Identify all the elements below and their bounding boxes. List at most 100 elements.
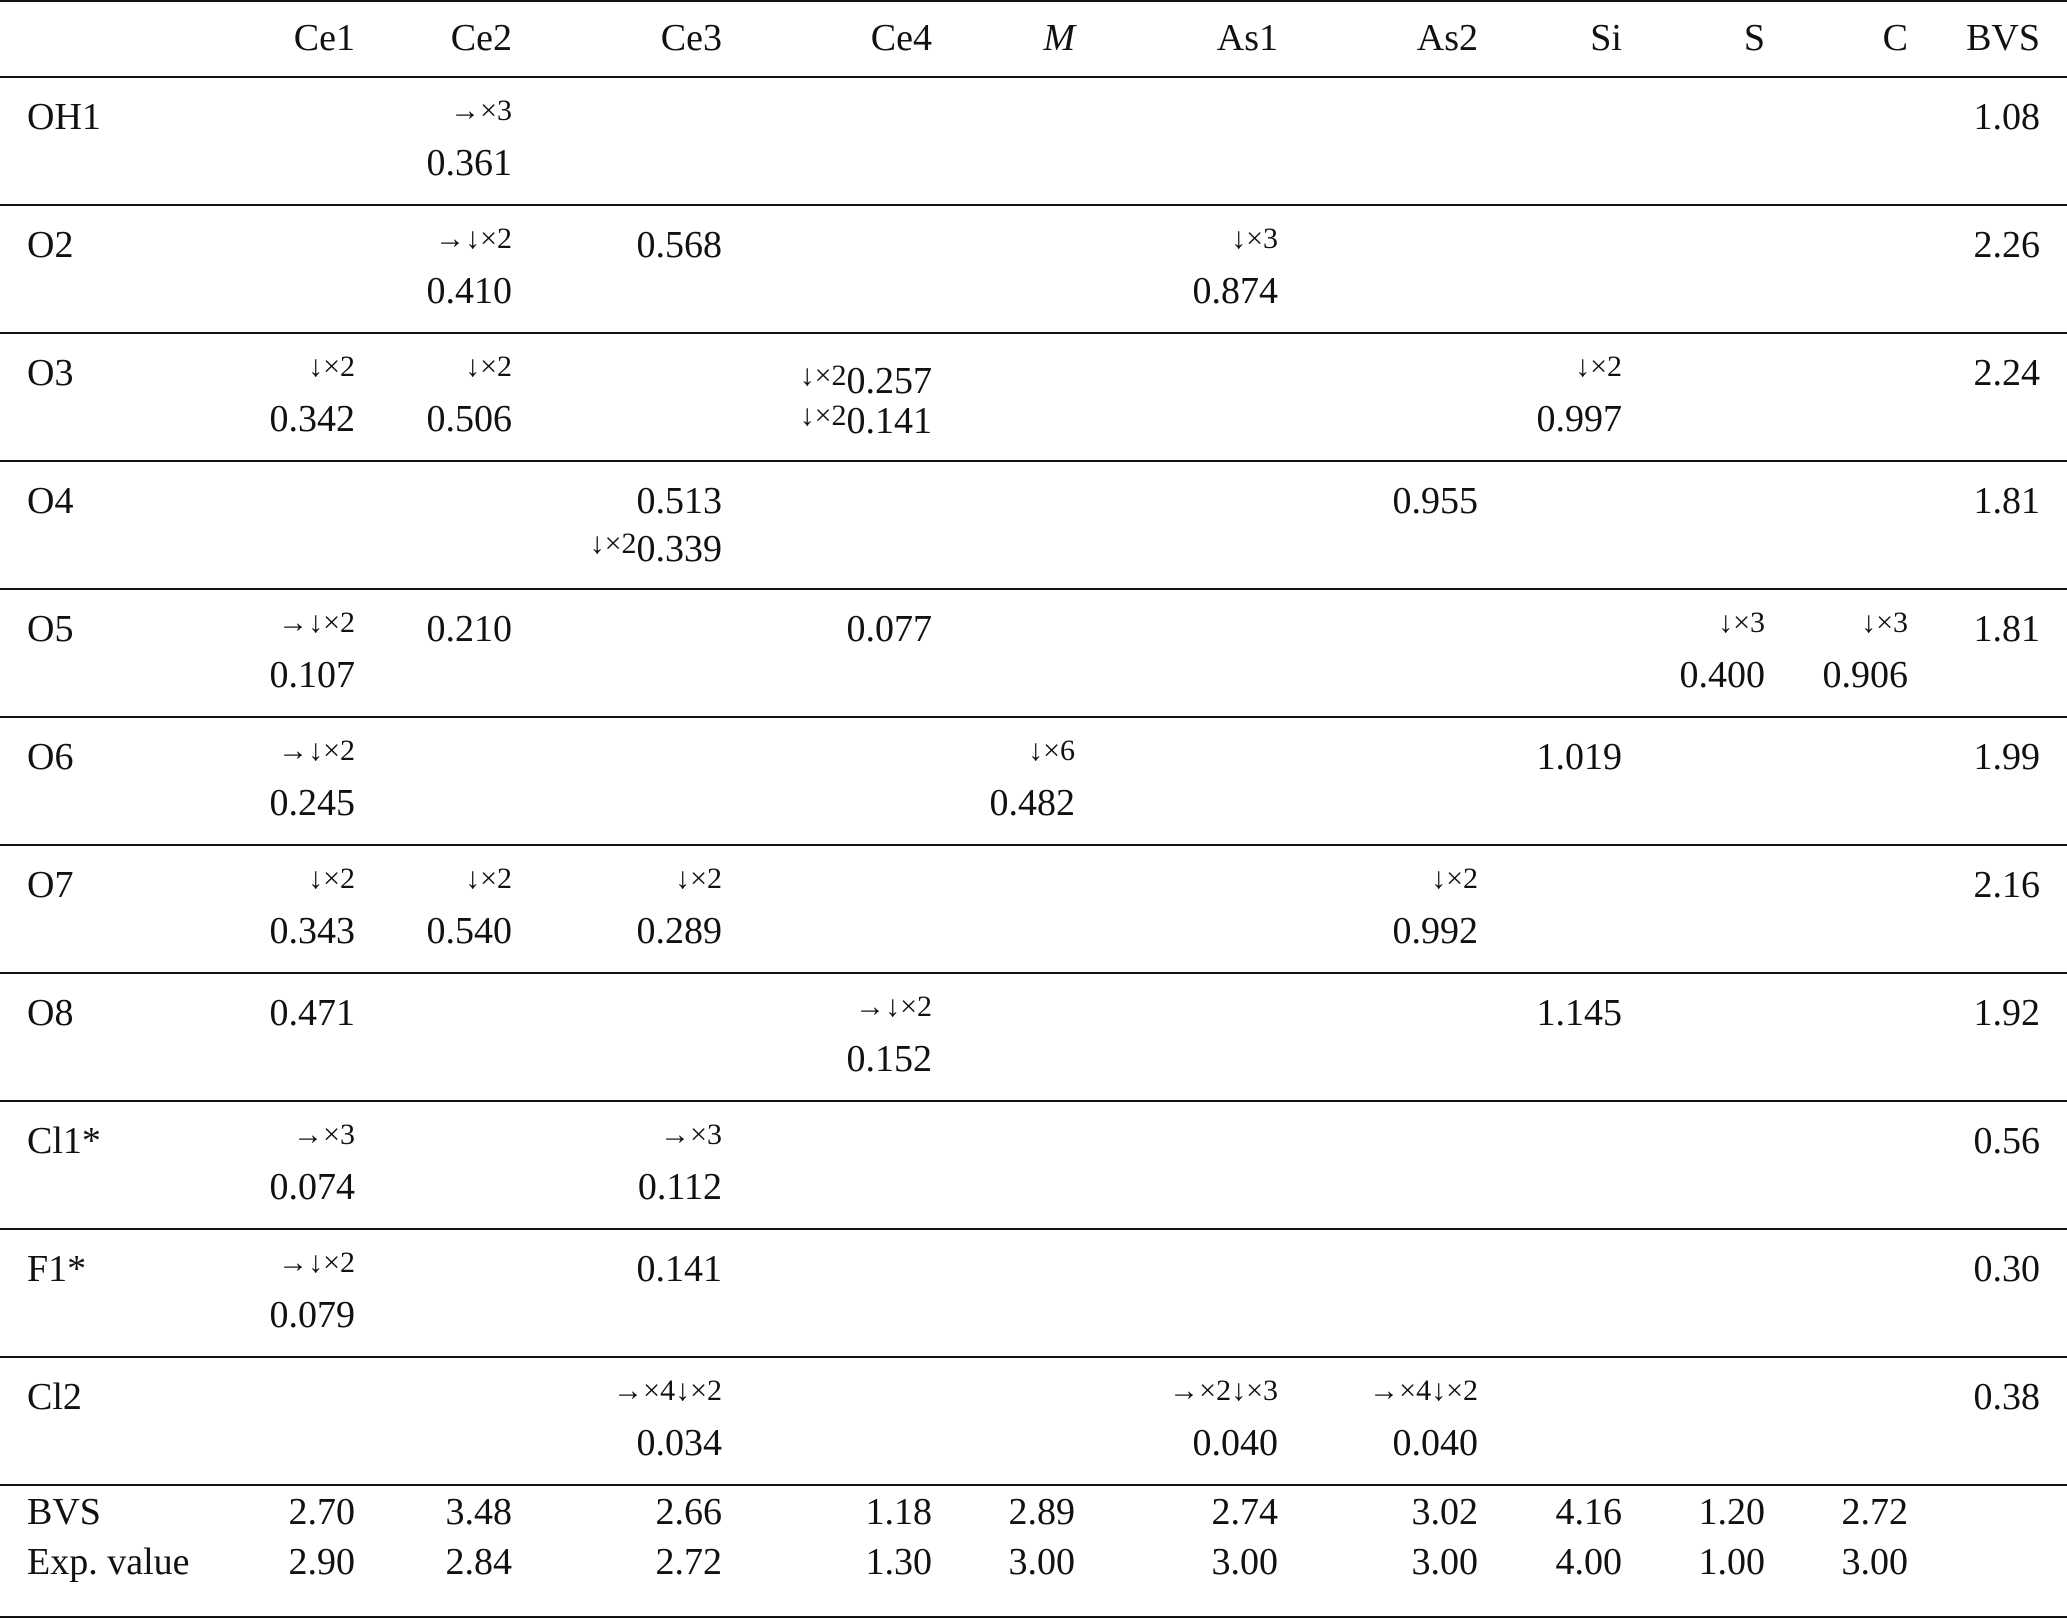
footer-bvs-value: 1.18 [865, 1491, 933, 1533]
row-label: O8 [27, 992, 74, 1034]
row-bvs-sum: 0.38 [1973, 1376, 2041, 1418]
multiplicity-marker: →↓×2 [435, 222, 512, 255]
bond-valence-value: 0.339 [636, 528, 723, 570]
row-label: Cl2 [27, 1376, 82, 1418]
bond-valence-value: 0.074 [269, 1166, 356, 1208]
footer-exp-value: 3.00 [1008, 1541, 1076, 1583]
row-label: O5 [27, 608, 74, 650]
bond-valence-value: 0.034 [636, 1422, 723, 1464]
row-bvs-sum: 1.92 [1973, 992, 2041, 1034]
multiplicity-marker: ↓×2 [308, 862, 355, 895]
multiplicity-marker: →×3 [450, 94, 512, 127]
header-rule [0, 76, 2067, 78]
column-header-ce3: Ce3 [660, 17, 722, 59]
row-bvs-sum: 0.56 [1973, 1120, 2041, 1162]
column-header-ce2: Ce2 [450, 17, 512, 59]
row-bvs-sum: 0.30 [1973, 1248, 2041, 1290]
bond-valence-value: 0.568 [636, 224, 723, 266]
multiplicity-marker: ↓×2 [675, 862, 722, 895]
multiplicity-marker: ↓×2 [799, 399, 847, 432]
row-rule [0, 716, 2067, 718]
multiplicity-marker: →×3 [660, 1118, 722, 1151]
footer-bvs-value: 2.74 [1211, 1491, 1279, 1533]
multiplicity-marker: ↓×2 [1431, 862, 1478, 895]
bond-valence-cell-ce4: ↓×20.141 [800, 399, 932, 446]
column-header-si: Si [1590, 17, 1622, 59]
multiplicity-marker: ↓×3 [1231, 222, 1278, 255]
multiplicity-marker: ↓×6 [1028, 734, 1075, 767]
footer-bvs-value: 4.16 [1555, 1491, 1623, 1533]
multiplicity-marker: →×4↓×2 [1369, 1374, 1478, 1407]
row-bvs-sum: 1.99 [1973, 736, 2041, 778]
bond-valence-value: 0.141 [636, 1248, 723, 1290]
footer-exp-value: 3.00 [1411, 1541, 1479, 1583]
multiplicity-marker: ↓×2 [1575, 350, 1622, 383]
row-bvs-sum: 2.26 [1973, 224, 2041, 266]
footer-bvs-value: 1.20 [1698, 1491, 1766, 1533]
bond-valence-value: 1.019 [1536, 736, 1623, 778]
row-bvs-sum: 2.24 [1973, 352, 2041, 394]
bond-valence-value: 0.107 [269, 654, 356, 696]
top-rule [0, 0, 2067, 2]
bond-valence-value: 0.079 [269, 1294, 356, 1336]
footer-bvs-value: 2.72 [1841, 1491, 1909, 1533]
multiplicity-marker: →×4↓×2 [613, 1374, 722, 1407]
bond-valence-value: 0.343 [269, 910, 356, 952]
bond-valence-value: 0.257 [846, 360, 933, 402]
multiplicity-marker: ↓×2 [465, 350, 512, 383]
footer-exp-value: 2.72 [655, 1541, 723, 1583]
bond-valence-cell-ce3: ↓×20.339 [590, 527, 722, 574]
footer-bvs-value: 2.66 [655, 1491, 723, 1533]
bond-valence-value: 0.077 [846, 608, 933, 650]
row-label: O4 [27, 480, 74, 522]
footer-bvs-value: 3.48 [445, 1491, 513, 1533]
footer-exp-value: 3.00 [1841, 1541, 1909, 1583]
multiplicity-marker: →↓×2 [278, 734, 355, 767]
column-header-c: C [1882, 17, 1908, 59]
column-header-bvs: BVS [1966, 17, 2040, 59]
multiplicity-marker: →↓×2 [855, 990, 932, 1023]
footer-exp-value: 2.90 [288, 1541, 356, 1583]
bond-valence-value: 0.210 [426, 608, 513, 650]
bond-valence-value: 1.145 [1536, 992, 1623, 1034]
column-header-ce4: Ce4 [870, 17, 932, 59]
column-header-as2: As2 [1416, 17, 1478, 59]
column-header-as1: As1 [1216, 17, 1278, 59]
bond-valence-value: 0.906 [1822, 654, 1909, 696]
multiplicity-marker: →↓×2 [278, 1246, 355, 1279]
footer-bvs-value: 2.70 [288, 1491, 356, 1533]
footer-exp-value: 4.00 [1555, 1541, 1623, 1583]
footer-exp-value: 3.00 [1211, 1541, 1279, 1583]
footer-exp-value: 2.84 [445, 1541, 513, 1583]
footer-exp-value: 1.00 [1698, 1541, 1766, 1583]
multiplicity-marker: ↓×3 [1718, 606, 1765, 639]
bond-valence-value: 0.152 [846, 1038, 933, 1080]
row-label: O6 [27, 736, 74, 778]
bond-valence-value: 0.112 [637, 1166, 722, 1208]
multiplicity-marker: →×2↓×3 [1169, 1374, 1278, 1407]
row-bvs-sum: 2.16 [1973, 864, 2041, 906]
bond-valence-value: 0.997 [1536, 398, 1623, 440]
footer-bvs-value: 3.02 [1411, 1491, 1479, 1533]
row-rule [0, 972, 2067, 974]
footer-bvs-label: BVS [27, 1491, 101, 1533]
multiplicity-marker: ↓×2 [589, 527, 637, 560]
bond-valence-cell-ce4: ↓×20.257 [800, 359, 932, 406]
row-rule [0, 460, 2067, 462]
row-label: O7 [27, 864, 74, 906]
row-rule [0, 1228, 2067, 1230]
row-label: OH1 [27, 96, 101, 138]
bottom-rule [0, 1616, 2067, 1618]
bond-valence-value: 0.342 [269, 398, 356, 440]
bond-valence-value: 0.040 [1192, 1422, 1279, 1464]
bond-valence-value: 0.141 [846, 400, 933, 442]
row-label: O3 [27, 352, 74, 394]
multiplicity-marker: →×3 [293, 1118, 355, 1151]
bond-valence-value: 0.992 [1392, 910, 1479, 952]
row-label: F1* [27, 1248, 87, 1290]
bond-valence-value: 0.400 [1679, 654, 1766, 696]
row-rule [0, 1484, 2067, 1486]
footer-exp-value: 1.30 [865, 1541, 933, 1583]
bond-valence-value: 0.040 [1392, 1422, 1479, 1464]
footer-bvs-value: 2.89 [1008, 1491, 1076, 1533]
